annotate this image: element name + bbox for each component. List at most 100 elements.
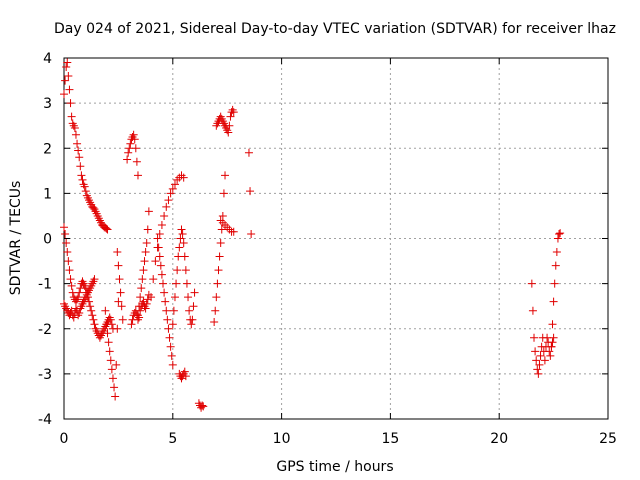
y-tick-label: -3: [38, 367, 52, 383]
x-axis-label: GPS time / hours: [276, 459, 393, 475]
data-point: [140, 257, 149, 266]
data-point: [535, 360, 544, 369]
data-point: [89, 315, 98, 324]
data-point: [75, 308, 84, 317]
data-point: [549, 297, 558, 306]
data-point: [212, 293, 221, 302]
data-point: [90, 320, 99, 329]
data-point: [149, 275, 158, 284]
data-point: [107, 365, 116, 374]
data-point: [78, 175, 87, 184]
y-tick-label: 3: [43, 96, 52, 112]
data-point: [131, 144, 140, 153]
data-point: [141, 248, 150, 257]
data-point: [115, 275, 124, 284]
data-point: [103, 329, 112, 338]
data-point: [114, 261, 123, 270]
data-point: [64, 257, 73, 266]
data-point: [216, 216, 225, 225]
data-point: [163, 315, 172, 324]
data-point: [156, 261, 165, 270]
data-point: [165, 333, 174, 342]
data-point: [104, 338, 113, 347]
data-point: [548, 338, 557, 347]
data-point: [184, 293, 193, 302]
data-point: [157, 270, 166, 279]
data-point: [229, 227, 238, 236]
data-point: [160, 211, 169, 220]
data-point: [531, 347, 540, 356]
data-point: [246, 187, 255, 196]
data-point: [555, 229, 564, 238]
data-point: [553, 234, 562, 243]
data-point: [221, 171, 230, 180]
data-point: [60, 223, 68, 232]
data-point: [219, 189, 228, 198]
data-point: [178, 229, 187, 238]
data-point: [170, 180, 179, 189]
data-point: [217, 225, 226, 234]
data-point: [75, 288, 84, 297]
data-point: [167, 351, 176, 360]
y-tick-label: -2: [38, 322, 52, 338]
data-point: [108, 374, 117, 383]
data-point: [179, 239, 188, 248]
data-point: [139, 266, 148, 275]
y-tick-label: -4: [38, 412, 52, 428]
data-point: [69, 313, 78, 322]
data-point: [118, 315, 127, 324]
data-point: [143, 225, 152, 234]
data-point: [147, 293, 156, 302]
data-point: [168, 184, 177, 193]
data-point: [173, 175, 182, 184]
data-point: [138, 275, 147, 284]
data-point: [136, 293, 145, 302]
data-point: [142, 299, 151, 308]
data-point: [106, 315, 115, 324]
x-tick-label: 15: [381, 431, 399, 447]
data-point: [211, 306, 220, 315]
data-point: [114, 297, 123, 306]
data-point: [90, 275, 99, 284]
data-point: [63, 58, 72, 67]
data-point: [63, 248, 72, 257]
data-point: [64, 72, 73, 81]
data-point: [130, 135, 139, 144]
data-point: [181, 372, 190, 381]
data-point: [225, 121, 234, 130]
data-point: [151, 257, 160, 266]
x-tick-label: 5: [168, 431, 177, 447]
data-point: [81, 187, 90, 196]
data-point: [179, 173, 188, 182]
data-point: [187, 320, 196, 329]
y-tick-label: 0: [43, 232, 52, 248]
grid: [64, 58, 608, 419]
chart-title: Day 024 of 2021, Sidereal Day-to-day VTE…: [54, 21, 616, 37]
data-point: [132, 157, 141, 166]
y-axis-label: SDTVAR / TECUs: [8, 181, 24, 296]
data-point: [71, 130, 80, 139]
data-point: [76, 162, 85, 171]
data-point: [135, 313, 144, 322]
data-point: [546, 351, 555, 360]
data-point: [160, 288, 169, 297]
data-point: [162, 306, 171, 315]
data-point: [61, 76, 70, 85]
data-point: [155, 252, 164, 261]
data-point: [133, 171, 142, 180]
data-point: [247, 229, 256, 238]
data-point: [105, 347, 114, 356]
data-points: [60, 58, 565, 412]
data-point: [126, 139, 135, 148]
data-point: [137, 284, 146, 293]
data-point: [65, 266, 74, 275]
data-point: [113, 324, 122, 333]
data-point: [141, 304, 150, 313]
data-point: [188, 315, 197, 324]
data-point: [182, 279, 191, 288]
data-point: [103, 225, 112, 234]
data-point: [65, 85, 74, 94]
data-point: [164, 324, 173, 333]
data-point: [170, 293, 179, 302]
